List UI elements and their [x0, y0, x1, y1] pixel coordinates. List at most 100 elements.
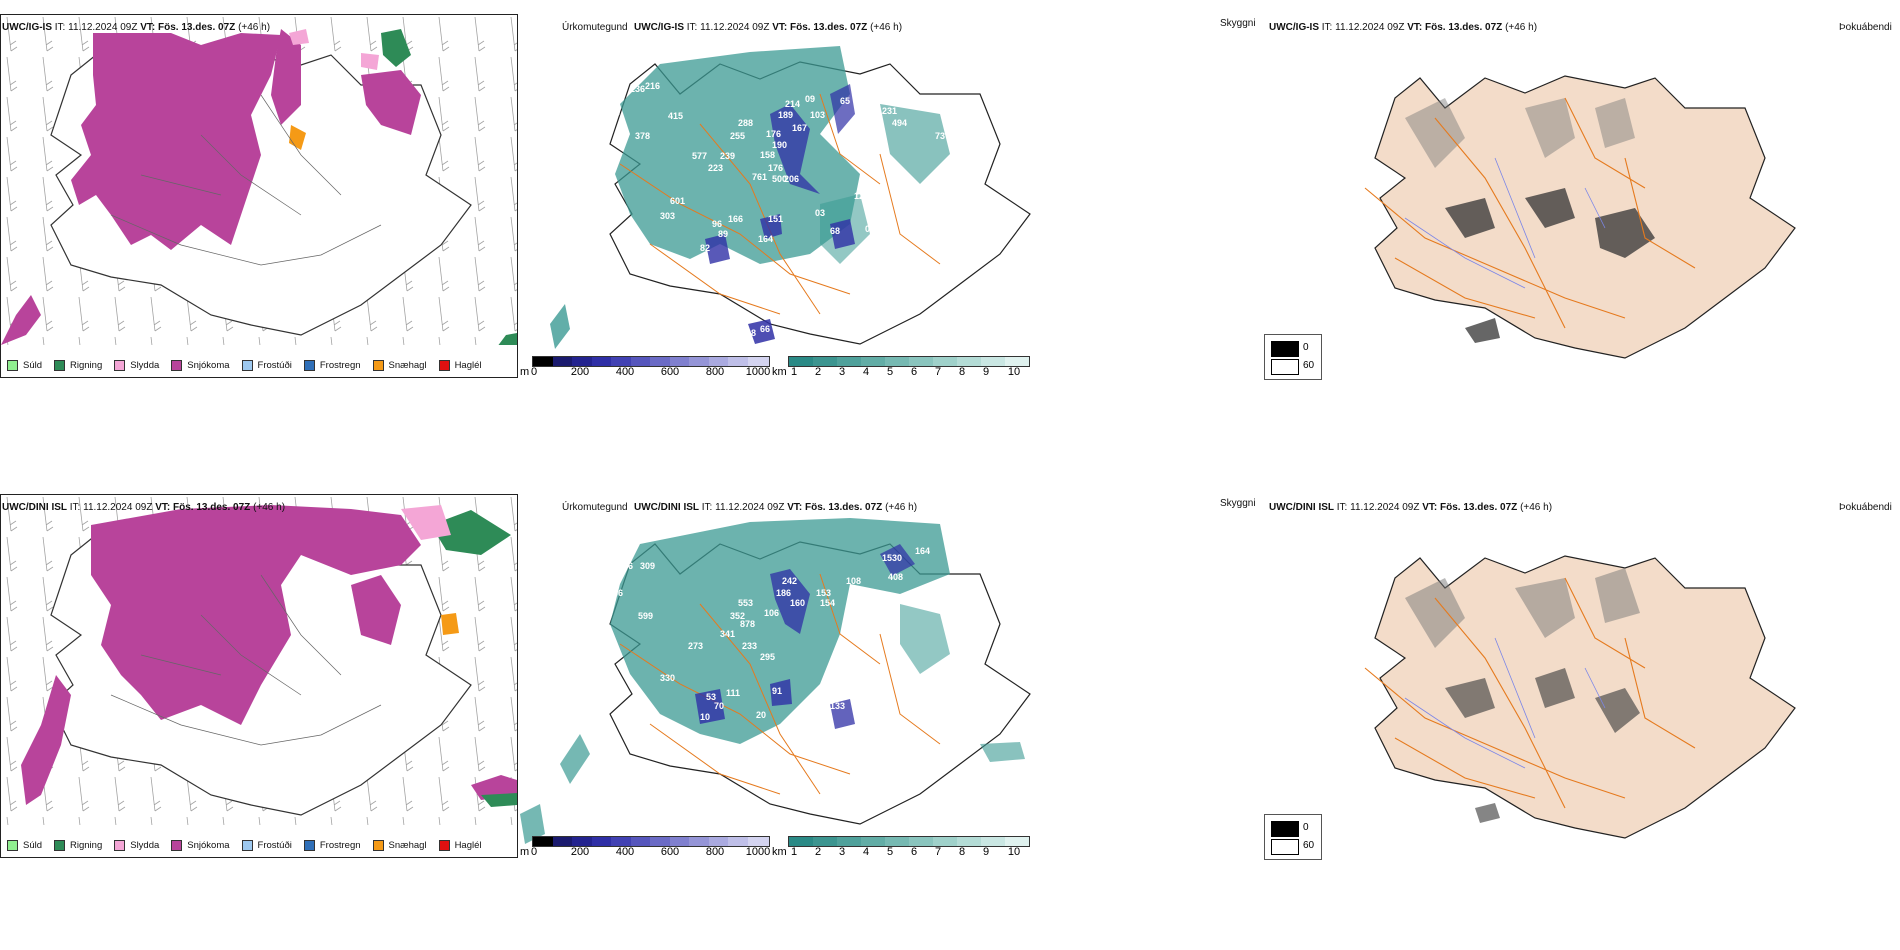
fog-legend-light-value: 60: [1303, 360, 1315, 371]
cloud-label: 160: [790, 598, 805, 608]
cloud-label: 309: [640, 561, 655, 571]
cloud-label: 05: [865, 224, 875, 234]
cloud-label: 273: [688, 641, 703, 651]
cloud-label: 70: [714, 701, 724, 711]
cloud-base-cells: [532, 356, 770, 367]
cloud-label: 106: [764, 608, 779, 618]
cloud-label: 08: [746, 328, 756, 338]
fog-legend-light-swatch: [1271, 359, 1299, 375]
cloud-label: 176: [768, 163, 783, 173]
cloud-label: 226: [892, 596, 907, 606]
cloud-label: 20: [756, 710, 766, 720]
cloud-label: 158: [878, 94, 893, 104]
cloud-label: 341: [720, 629, 735, 639]
legend-item-snjokoma: Snjókoma: [171, 360, 230, 371]
panel-title-precip-bottom: Úrkomutegund: [562, 502, 628, 513]
visibility-colorbar-top: km 1 2 3 4 5 6 7 8 9 10: [772, 356, 1034, 384]
panel-title-precip-top: Úrkomutegund: [562, 22, 628, 33]
cloud-base-tick: 1000: [745, 846, 771, 858]
cloud-base-tick: 200: [570, 846, 590, 858]
cloud-label: 231: [882, 106, 897, 116]
panel-title-visibility-bottom: Skyggni: [1220, 498, 1256, 509]
cloud-label: 167: [792, 123, 807, 133]
legend-item-rigning: Rigning: [54, 840, 102, 851]
cloud-label: 108: [846, 576, 861, 586]
visibility-tick: 2: [814, 366, 822, 378]
visibility-tick: 8: [958, 366, 966, 378]
cloud-base-tick: 0: [530, 366, 538, 378]
cloud-label: 27: [856, 631, 866, 641]
fog-legend-light-value: 60: [1303, 840, 1315, 851]
cloud-label: 10: [916, 74, 926, 84]
cloud-label: 66: [760, 324, 770, 334]
cloud-label: 206: [784, 174, 799, 184]
visibility-cloudbase-panel-bottom: UWC/DINI ISL IT: 11.12.2024 09Z VT: Fös.…: [520, 494, 1265, 858]
cloud-label: 73: [935, 131, 945, 141]
cloud-label: 214: [785, 99, 800, 109]
cloud-base-unit: m: [520, 366, 530, 378]
visibility-tick: 10: [1007, 846, 1021, 858]
visibility-map-top: 236 216 415 169 378 288 255 577 239 223 …: [550, 46, 1031, 349]
cloud-label: 223: [708, 163, 723, 173]
legend-item-sudl: Súld: [7, 360, 42, 371]
cloud-label: 216: [645, 81, 660, 91]
fog-legend-dark-value: 0: [1303, 342, 1309, 353]
cloud-label: 153: [816, 588, 831, 598]
legend-item-slydda: Slydda: [114, 360, 159, 371]
fog-indicator-panel-bottom: UWC/DINI ISL IT: 11.12.2024 09Z VT: Fös.…: [1265, 494, 1900, 858]
panel-title-visibility-top: Skyggni: [1220, 18, 1256, 29]
cloud-label: 91: [772, 686, 782, 696]
cloud-label: 103: [810, 110, 825, 120]
cloud-label: 82: [700, 243, 710, 253]
visibility-tick: 2: [814, 846, 822, 858]
header-bottom-fog: UWC/DINI ISL IT: 11.12.2024 09Z VT: Fös.…: [1269, 502, 1553, 513]
visibility-tick: 7: [934, 846, 942, 858]
cloud-label: 494: [892, 118, 907, 128]
precip-type-panel-bottom: Súld Rigning Slydda Snjókoma Frostúði Fr…: [0, 494, 518, 858]
visibility-colorbar-bottom: km 1 2 3 4 5 6 7 8 9 10: [772, 836, 1034, 864]
cloud-label: 577: [692, 151, 707, 161]
cloud-label: 65: [840, 96, 850, 106]
legend-item-haglel: Haglél: [438, 360, 482, 371]
cloud-label: 133: [830, 701, 845, 711]
visibility-tick: 7: [934, 366, 942, 378]
cloud-label: 553: [738, 598, 753, 608]
cloud-label: 242: [782, 576, 797, 586]
fog-map-top: [1364, 75, 1796, 359]
cloud-label: 599: [638, 611, 653, 621]
cloud-base-tick: 600: [660, 366, 680, 378]
header-bottom-precip: UWC/DINI ISL IT: 11.12.2024 09Z VT: Fös.…: [2, 502, 286, 513]
cloud-label: 878: [740, 619, 755, 629]
cloud-label: 10: [700, 712, 710, 722]
cloud-label: 76: [850, 590, 860, 600]
visibility-tick: 5: [886, 846, 894, 858]
visibility-cloudbase-panel-top: UWC/IG-IS IT: 11.12.2024 09Z VT: Fös. 13…: [520, 14, 1265, 378]
cloud-label: 19: [820, 692, 830, 702]
precip-type-legend-bottom: Súld Rigning Slydda Snjókoma Frostúði Fr…: [7, 840, 494, 851]
cloud-base-tick: 0: [530, 846, 538, 858]
visibility-tick: 1: [790, 366, 798, 378]
cloud-base-colorbar-bottom: m 0 200 400 600 800 1000: [520, 836, 770, 864]
cloud-label: 186: [776, 588, 791, 598]
cloud-label: 03: [815, 208, 825, 218]
cloud-label: 89: [718, 229, 728, 239]
visibility-unit: km: [772, 366, 787, 378]
legend-item-haglel: Haglél: [438, 840, 482, 851]
cloud-label: 601: [670, 196, 685, 206]
visibility-tick: 10: [1007, 366, 1021, 378]
cloud-base-cells: [532, 836, 770, 847]
precip-type-legend-top: Súld Rigning Slydda Snjókoma Frostúði Fr…: [7, 360, 494, 371]
cloud-label: 166: [728, 214, 743, 224]
legend-item-frostregn: Frostregn: [303, 360, 361, 371]
cloud-label: 53: [706, 692, 716, 702]
cloud-label: 189: [778, 110, 793, 120]
cloud-base-tick: 800: [705, 846, 725, 858]
cloud-base-tick: 400: [615, 366, 635, 378]
cloud-label: 154: [820, 598, 835, 608]
legend-item-rigning: Rigning: [54, 360, 102, 371]
cloud-label: 415: [668, 111, 683, 121]
cloud-base-unit: m: [520, 846, 530, 858]
visibility-unit: km: [772, 846, 787, 858]
visibility-cells: [788, 836, 1030, 847]
cloud-label: 21: [858, 701, 868, 711]
